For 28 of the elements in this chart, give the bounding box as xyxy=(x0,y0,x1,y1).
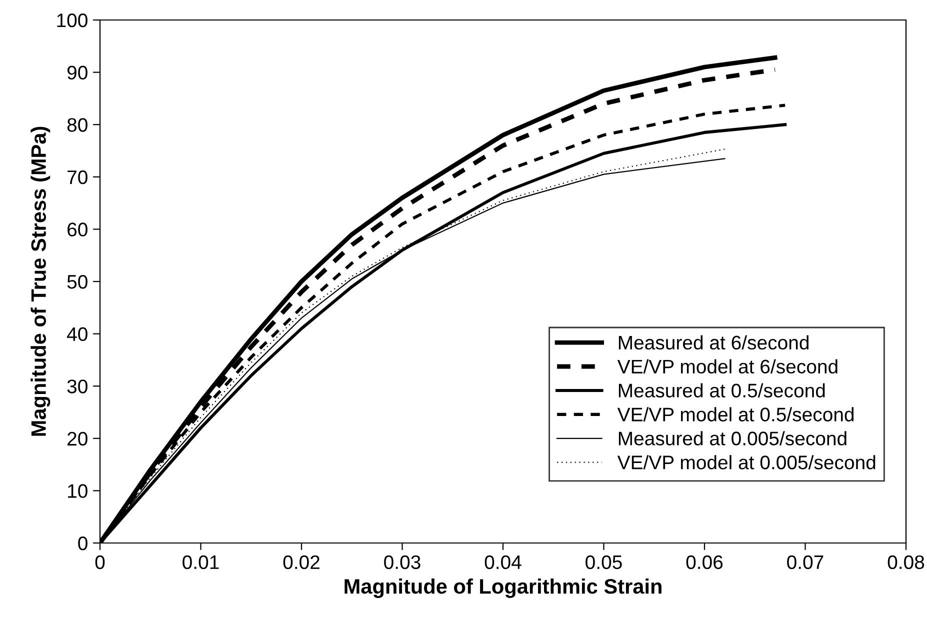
x-tick-label: 0.08 xyxy=(888,555,924,570)
y-tick-label: 30 xyxy=(67,380,88,394)
x-tick-label: 0.01 xyxy=(182,555,219,570)
legend-label: Measured at 6/second xyxy=(618,335,808,350)
x-tick-label: 0.03 xyxy=(384,555,420,570)
legend-label: VE/VP model at 0.5/second xyxy=(617,407,854,422)
y-tick-label: 90 xyxy=(67,66,88,80)
x-tick-label: 0.06 xyxy=(686,555,723,570)
y-tick-label: 60 xyxy=(68,222,88,236)
x-tick-label: 0.05 xyxy=(586,555,622,570)
y-tick-label: 80 xyxy=(67,118,88,132)
legend-label: Measured at 0.005/second xyxy=(618,431,846,446)
x-tick-label: 0 xyxy=(95,555,105,570)
y-tick-label: 70 xyxy=(68,170,88,184)
x-tick-label: 0.04 xyxy=(484,555,522,570)
x-axis-title: Magnitude of Logarithmic Strain xyxy=(344,578,662,598)
legend-label: Measured at 0.5/second xyxy=(618,383,825,398)
y-tick-label: 100 xyxy=(57,13,88,28)
y-tick-label: 0 xyxy=(78,536,88,550)
x-tick-label: 0.07 xyxy=(787,555,824,570)
y-tick-label: 50 xyxy=(67,274,88,289)
y-tick-label: 10 xyxy=(68,484,88,498)
legend-label: VE/VP model at 0.005/second xyxy=(617,455,876,470)
y-axis-title: Magnitude of True Stress (MPa) xyxy=(30,126,50,436)
y-tick-label: 20 xyxy=(68,432,88,446)
x-tick-label: 0.02 xyxy=(283,555,320,570)
y-tick-label: 40 xyxy=(67,327,88,342)
legend-label: VE/VP model at 6/second xyxy=(617,359,838,374)
